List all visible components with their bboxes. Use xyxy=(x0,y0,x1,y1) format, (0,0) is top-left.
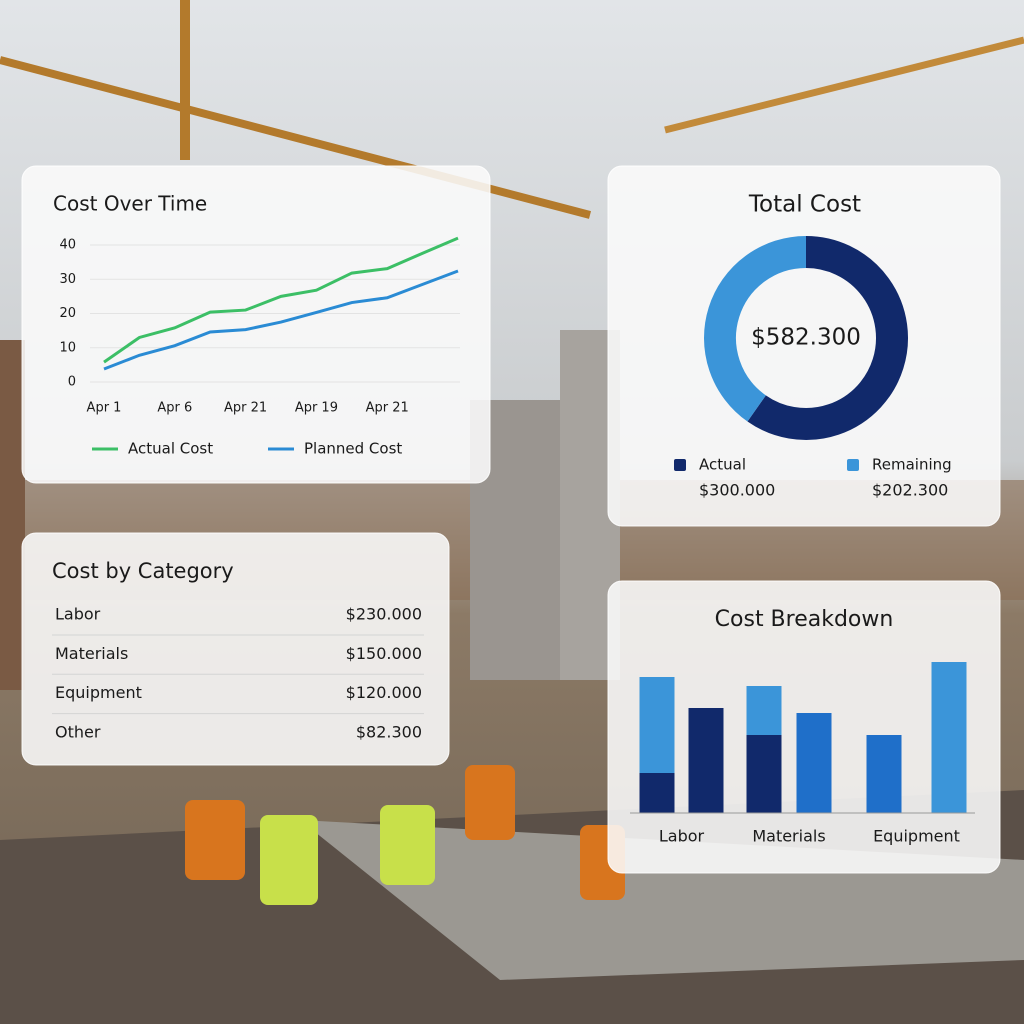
bar-segment xyxy=(866,735,902,813)
row-label: Other xyxy=(55,722,101,741)
bar-segment xyxy=(746,686,782,735)
x-tick-label: Apr 6 xyxy=(157,401,192,416)
row-label: Labor xyxy=(55,605,101,624)
bar-segment xyxy=(688,708,724,813)
legend-value: $300.000 xyxy=(699,481,775,500)
legend-label: Remaining xyxy=(872,456,952,474)
donut-segment xyxy=(704,236,807,422)
row-label: Equipment xyxy=(55,683,142,702)
y-tick-label: 0 xyxy=(68,375,76,390)
legend-value: $202.300 xyxy=(872,481,948,500)
legend-label: Planned Cost xyxy=(304,440,402,458)
row-value: $120.000 xyxy=(346,683,422,702)
x-tick-label: Labor xyxy=(659,827,705,846)
x-tick-label: Materials xyxy=(752,827,825,846)
legend-label: Actual Cost xyxy=(128,440,213,458)
bar-segment xyxy=(639,677,675,773)
x-tick-label: Equipment xyxy=(873,827,960,846)
row-value: $230.000 xyxy=(346,605,422,624)
bar-segment xyxy=(746,735,782,813)
y-tick-label: 20 xyxy=(59,306,76,321)
y-tick-label: 30 xyxy=(59,272,76,287)
bar-segment xyxy=(796,713,832,813)
donut-segment xyxy=(747,236,908,440)
x-tick-label: Apr 19 xyxy=(295,401,338,416)
bar-segment xyxy=(931,662,967,813)
pie-card xyxy=(607,165,1001,527)
y-tick-label: 10 xyxy=(59,340,76,355)
x-tick-label: Apr 21 xyxy=(366,401,409,416)
pie-title: Total Cost xyxy=(748,192,861,218)
legend-swatch xyxy=(674,459,686,471)
line-title: Cost Over Time xyxy=(53,192,207,216)
series-line xyxy=(103,269,459,371)
row-label: Materials xyxy=(55,644,128,663)
row-value: $150.000 xyxy=(346,644,422,663)
pie-center-label: $582.300 xyxy=(751,325,861,351)
legend-swatch xyxy=(847,459,859,471)
table-card xyxy=(21,532,450,766)
y-tick-label: 40 xyxy=(59,238,76,253)
x-tick-label: Apr 21 xyxy=(224,401,267,416)
legend-label: Actual xyxy=(699,456,746,474)
row-value: $82.300 xyxy=(356,722,422,741)
table-title: Cost by Category xyxy=(52,559,234,583)
bar-title: Cost Breakdown xyxy=(715,607,894,632)
series-line xyxy=(103,236,459,364)
x-tick-label: Apr 1 xyxy=(87,401,122,416)
bar-segment xyxy=(639,773,675,813)
